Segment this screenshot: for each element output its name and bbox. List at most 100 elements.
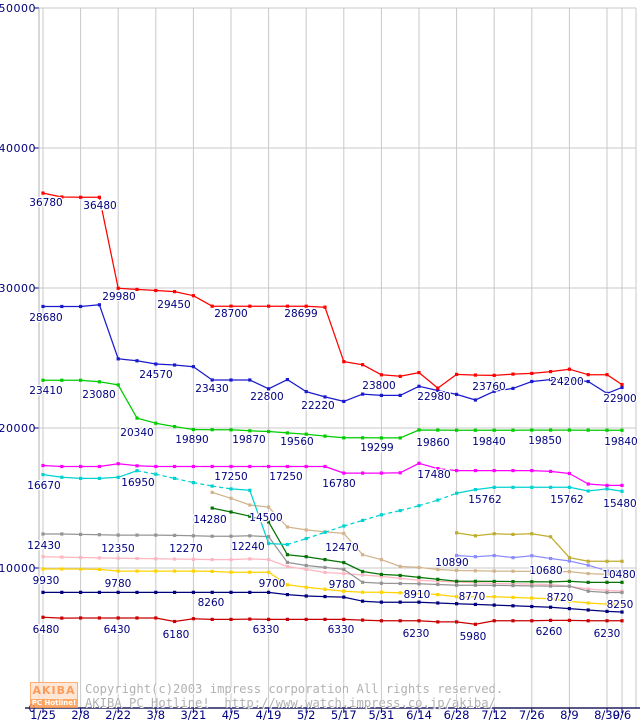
series-green-marker xyxy=(511,428,515,432)
series-tan-marker xyxy=(436,567,440,572)
series-red-marker xyxy=(97,195,101,199)
series-darkred-marker xyxy=(379,619,383,623)
series-darkgreen-marker xyxy=(473,579,477,583)
y-axis-label: 50000 xyxy=(0,2,36,15)
series-magenta-marker xyxy=(455,468,459,473)
series-cyan-marker xyxy=(436,498,440,502)
series-cyan-marker xyxy=(229,487,233,491)
series-olive-marker xyxy=(492,532,496,536)
point-value-label: 14500 xyxy=(249,512,282,524)
series-magenta-marker xyxy=(154,464,158,469)
series-tan-marker xyxy=(285,525,289,529)
series-gold-marker xyxy=(79,567,83,571)
series-gold-marker xyxy=(323,587,327,591)
point-value-label: 16670 xyxy=(27,480,60,492)
series-periwinkle-marker xyxy=(511,556,515,560)
series-tan-marker xyxy=(455,568,459,573)
series-green-marker xyxy=(455,428,459,432)
series-navy-marker xyxy=(605,609,609,613)
series-blue-marker xyxy=(342,399,346,403)
point-value-label: 6480 xyxy=(33,624,60,636)
point-value-label: 24200 xyxy=(550,376,583,388)
series-magenta-marker xyxy=(323,464,327,469)
series-red-marker xyxy=(361,363,365,367)
point-value-label: 20340 xyxy=(120,427,153,439)
series-gray-marker xyxy=(248,534,252,538)
series-cyan-marker xyxy=(304,537,308,541)
series-navy-marker xyxy=(398,600,402,604)
series-gray-marker xyxy=(398,581,402,586)
series-darkgreen-marker xyxy=(586,580,590,584)
series-pink-marker xyxy=(436,579,440,583)
series-blue-marker xyxy=(41,304,45,309)
series-olive-line xyxy=(456,532,622,562)
series-darkred-marker xyxy=(342,617,346,621)
series-darkgreen-marker xyxy=(530,580,534,584)
series-cyan-marker xyxy=(323,530,327,534)
series-red-marker xyxy=(549,369,553,374)
series-red-marker xyxy=(173,290,177,294)
akiba-pc-hotline-logo: AKIBA PC Hotline! xyxy=(30,682,78,708)
series-green-marker xyxy=(210,428,214,432)
series-gold-marker xyxy=(436,593,440,597)
series-navy-marker xyxy=(97,590,101,594)
series-tan-marker xyxy=(417,565,421,570)
point-value-label: 19840 xyxy=(472,436,505,448)
point-value-label: 12470 xyxy=(325,542,358,554)
point-value-label: 8910 xyxy=(404,589,431,601)
series-darkgreen-marker xyxy=(342,560,346,565)
series-green-marker xyxy=(417,428,421,432)
series-darkgreen-marker xyxy=(455,579,459,583)
point-value-label: 9700 xyxy=(259,578,286,590)
series-olive-marker xyxy=(549,535,553,539)
point-value-label: 19860 xyxy=(416,437,449,449)
point-value-label: 6230 xyxy=(594,628,621,640)
x-axis-label: 8/30 xyxy=(594,708,620,720)
series-tan-marker xyxy=(210,490,214,494)
series-darkred-marker xyxy=(285,617,289,621)
series-gold-marker xyxy=(248,570,252,574)
series-red-marker xyxy=(229,304,233,308)
x-axis-label: 5/31 xyxy=(368,708,394,720)
series-green-marker xyxy=(436,428,440,432)
series-magenta-marker xyxy=(436,467,440,471)
series-periwinkle-marker xyxy=(473,555,477,559)
y-axis-label: 20000 xyxy=(0,422,36,435)
series-gold-marker xyxy=(361,590,365,594)
series-gray-marker xyxy=(361,580,365,584)
series-darkgreen-marker xyxy=(605,580,609,584)
series-gray-marker xyxy=(549,584,553,588)
series-darkgreen-line xyxy=(212,507,622,584)
series-red-marker xyxy=(323,305,327,309)
point-value-label: 28680 xyxy=(29,312,62,324)
series-blue-marker xyxy=(530,379,534,384)
series-gold-marker xyxy=(154,569,158,573)
series-periwinkle-marker xyxy=(549,556,553,561)
y-axis-label: 30000 xyxy=(0,282,36,295)
series-periwinkle-marker xyxy=(530,554,534,558)
series-navy-marker xyxy=(285,593,289,597)
series-pink-marker xyxy=(191,557,195,561)
series-tan-marker xyxy=(304,528,308,532)
x-axis-label: 6/14 xyxy=(406,708,432,720)
series-tan-marker xyxy=(342,531,346,536)
point-value-label: 23800 xyxy=(362,380,395,392)
series-red-marker xyxy=(60,195,64,199)
series-navy-marker xyxy=(620,610,624,614)
point-value-label: 19560 xyxy=(280,436,313,448)
series-gold-marker xyxy=(605,602,609,606)
series-pink-marker xyxy=(79,555,83,560)
series-navy-line xyxy=(43,591,623,613)
point-value-label: 28699 xyxy=(284,308,317,320)
series-blue-marker xyxy=(267,387,271,391)
series-darkred-marker xyxy=(248,617,252,621)
x-axis-label: 2/8 xyxy=(71,708,90,720)
point-value-label: 10890 xyxy=(435,557,468,569)
series-darkgreen-marker xyxy=(361,569,365,574)
series-pink-marker xyxy=(60,555,64,559)
series-green-line xyxy=(43,379,622,439)
point-value-label: 6230 xyxy=(403,628,430,640)
series-blue-marker xyxy=(285,377,289,382)
x-axis-label: 8/9 xyxy=(560,708,579,720)
series-darkred-marker xyxy=(79,616,83,620)
